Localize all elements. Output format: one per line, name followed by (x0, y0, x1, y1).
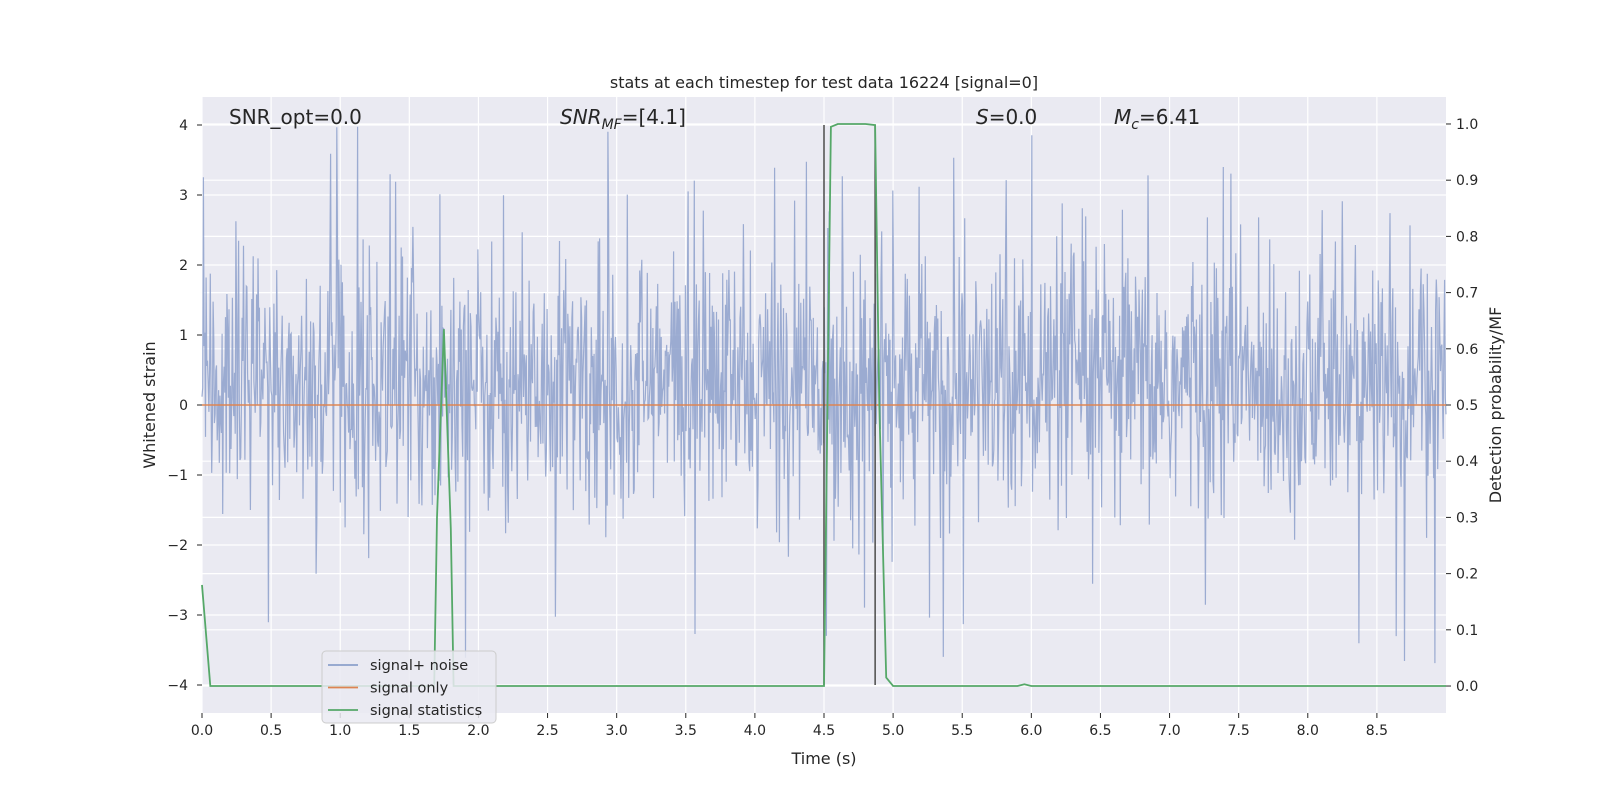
x-tick-label: 6.5 (1089, 723, 1111, 739)
y-tick-label: −3 (167, 608, 188, 624)
x-tick-label: 0.5 (260, 723, 282, 739)
tick-labels: 0.0 0.5 1.0 1.5 2.0 2.5 3.0 3.5 4.0 4.5 5.0 5.5 6.0 6… (167, 117, 1478, 739)
legend-entry: signal statistics (370, 703, 482, 719)
y-right-tick-label: 0.2 (1456, 567, 1478, 583)
x-axis-label: Time (s) (790, 749, 856, 768)
x-tick-label: 2.0 (467, 723, 489, 739)
y-tick-label: 3 (179, 188, 188, 204)
annotation-s-val: S=0.0 (976, 105, 1037, 129)
x-tick-label: 4.0 (744, 723, 766, 739)
vertical-markers (823, 125, 876, 685)
x-tick-label: 0.0 (191, 723, 213, 739)
y-axis-label-right: Detection probability/MF (1486, 307, 1505, 504)
y-tick-label: 4 (179, 118, 188, 134)
y-tick-label: −2 (167, 538, 188, 554)
legend-entry: signal+ noise (370, 658, 468, 674)
y-right-tick-label: 0.0 (1456, 679, 1478, 695)
y-right-tick-label: 0.9 (1456, 173, 1478, 189)
legend: signal+ noise signal only signal statistic… (321, 650, 497, 724)
y-right-tick-label: 0.8 (1456, 229, 1478, 245)
legend-box (321, 650, 497, 724)
x-tick-label: 1.5 (398, 723, 420, 739)
annotation-snr-mf: SNRMF=[4.1] (560, 105, 686, 133)
x-tick-label: 8.0 (1297, 723, 1319, 739)
y-right-tick-label: 0.6 (1456, 342, 1478, 358)
chart-title: stats at each timestep for test data 162… (610, 73, 1038, 92)
x-tick-label: 7.0 (1158, 723, 1180, 739)
x-tick-label: 3.5 (675, 723, 697, 739)
y-axis-label: Whitened strain (140, 341, 159, 468)
y-right-tick-label: 0.7 (1456, 286, 1478, 302)
y-tick-label: −1 (167, 468, 188, 484)
x-tick-label: 8.5 (1366, 723, 1388, 739)
x-tick-label: 7.5 (1228, 723, 1250, 739)
y-tick-label: 2 (179, 258, 188, 274)
annotation-mc-val: Mc=6.41 (1114, 105, 1200, 133)
y-right-tick-label: 1.0 (1456, 117, 1478, 133)
x-tick-label: 2.5 (536, 723, 558, 739)
x-tick-label: 5.0 (882, 723, 904, 739)
annotations: SNR_opt=0.0 SNRMF=[4.1] S=0.0 Mc=6.41 (229, 105, 1200, 133)
x-tick-label: 1.0 (329, 723, 351, 739)
y-right-tick-label: 0.4 (1456, 454, 1478, 470)
y-right-tick-label: 0.3 (1456, 510, 1478, 526)
x-tick-label: 6.0 (1020, 723, 1042, 739)
y-tick-label: 0 (179, 398, 188, 414)
y-right-tick-label: 0.5 (1456, 398, 1478, 414)
legend-entry: signal only (370, 681, 449, 697)
y-tick-label: 1 (179, 328, 188, 344)
x-tick-label: 3.0 (606, 723, 628, 739)
annotation-snr-opt: SNR_opt=0.0 (229, 105, 362, 129)
x-tick-label: 4.5 (813, 723, 835, 739)
y-tick-label: −4 (167, 678, 188, 694)
y-right-tick-label: 0.1 (1456, 623, 1478, 639)
x-tick-label: 5.5 (951, 723, 973, 739)
